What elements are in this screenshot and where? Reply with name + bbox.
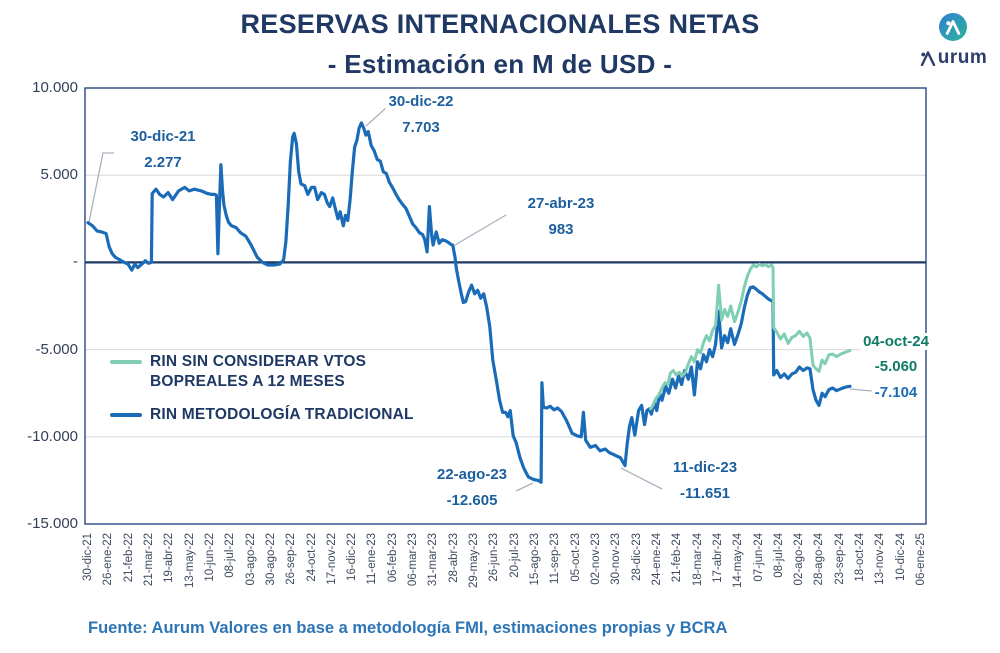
annotation-04-oct-24: -5.060 xyxy=(871,358,921,375)
x-tick-label: 02-ago-24 xyxy=(793,533,806,586)
annotation-22-ago-23: -12.605 xyxy=(443,492,501,509)
callout-line-04-oct-24 xyxy=(849,388,873,392)
x-tick-label: 05-oct-23 xyxy=(569,533,582,582)
x-tick-label: 24-ene-24 xyxy=(650,533,663,586)
aurum-wordmark: urum xyxy=(908,47,998,68)
callout-line-30-dic-22 xyxy=(365,107,387,127)
aurum-logo: urum xyxy=(908,5,998,73)
legend-item-rin-tradicional: RIN METODOLOGÍA TRADICIONAL xyxy=(110,405,414,425)
y-tick-label: -10.000 xyxy=(27,427,78,445)
source-note: Fuente: Aurum Valores en base a metodolo… xyxy=(88,619,728,637)
callout-line-30-dic-21 xyxy=(88,152,114,223)
x-tick-label: 18-mar-24 xyxy=(691,533,704,587)
annotation-11-dic-23: 11-dic-23 xyxy=(669,459,741,476)
x-tick-label: 24-oct-22 xyxy=(305,533,318,582)
x-tick-label: 26-jun-23 xyxy=(488,533,501,582)
x-tick-label: 10-jun-22 xyxy=(203,533,216,582)
x-tick-label: 02-nov-23 xyxy=(589,533,602,585)
chart-subtitle: - Estimación en M de USD - xyxy=(327,49,673,79)
x-tick-label: 21-feb-24 xyxy=(671,533,684,583)
y-tick-label: 5.000 xyxy=(40,166,78,184)
x-tick-label: 20-jul-23 xyxy=(508,533,521,578)
legend-label-line2: BOPREALES A 12 MESES xyxy=(150,372,345,390)
annotation-30-dic-22: 7.703 xyxy=(399,119,443,136)
legend-item-rin-sin-vtos: RIN SIN CONSIDERAR VTOS BOPREALES A 12 M… xyxy=(110,352,414,391)
x-tick-label: 13-nov-24 xyxy=(874,533,887,585)
brand-text: urum xyxy=(937,47,988,68)
annotation-30-dic-21: 2.277 xyxy=(141,154,185,171)
x-tick-label: 08-jul-22 xyxy=(224,533,237,578)
y-tick-label: -15.000 xyxy=(27,515,78,532)
x-tick-label: 06-ene-25 xyxy=(915,533,927,586)
x-tick-label: 28-dic-23 xyxy=(630,533,643,581)
x-tick-label: 11-ene-23 xyxy=(366,533,379,585)
x-tick-label: 16-dic-22 xyxy=(346,533,359,581)
x-tick-label: 21-mar-22 xyxy=(143,533,155,587)
x-tick-label: 07-jun-24 xyxy=(752,533,765,582)
x-tick-label: 26-ene-22 xyxy=(102,533,115,586)
x-tick-label: 28-ago-24 xyxy=(813,533,826,586)
legend-label-line1: RIN METODOLOGÍA TRADICIONAL xyxy=(150,406,414,424)
y-tick-label: 10.000 xyxy=(32,79,78,96)
aurum-a-glyph xyxy=(920,51,935,66)
x-tick-label: 30-dic-21 xyxy=(82,533,94,581)
series-line-rin-sin-vtos xyxy=(649,262,852,411)
annotation-22-ago-23: 22-ago-23 xyxy=(433,466,511,483)
x-tick-label: 08-jul-24 xyxy=(772,533,785,578)
x-tick-label: 23-sep-24 xyxy=(833,533,846,585)
x-tick-label: 14-may-24 xyxy=(732,533,745,588)
legend: RIN SIN CONSIDERAR VTOS BOPREALES A 12 M… xyxy=(110,352,414,425)
x-tick-label: 30-ago-22 xyxy=(264,533,277,586)
annotation-04-oct-24: -7.104 xyxy=(871,384,921,401)
annotation-27-abr-23: 983 xyxy=(545,221,577,238)
callout-line-11-dic-23 xyxy=(620,467,663,490)
plot-border xyxy=(84,87,927,525)
series-line-rin-tradicional xyxy=(86,121,852,484)
x-tick-label: 21-feb-22 xyxy=(122,533,135,583)
x-tick-label: 03-ago-22 xyxy=(244,533,257,586)
x-tick-label: 29-may-23 xyxy=(468,533,480,588)
aurum-logo-icon xyxy=(939,13,967,41)
annotation-30-dic-22: 30-dic-22 xyxy=(385,93,457,110)
x-tick-label: 15-ago-23 xyxy=(529,533,541,586)
annotation-30-dic-21: 30-dic-21 xyxy=(127,128,199,145)
x-tick-label: 06-feb-23 xyxy=(386,533,399,583)
x-tick-label: 13-may-22 xyxy=(183,533,196,588)
chart-title: RESERVAS INTERNACIONALES NETAS xyxy=(240,9,760,39)
x-tick-label: 19-abr-22 xyxy=(163,533,176,583)
x-tick-label: 26-sep-22 xyxy=(285,533,298,585)
x-tick-label: 10-dic-24 xyxy=(894,533,907,581)
x-tick-label: 06-mar-23 xyxy=(407,533,420,587)
y-tick-label: - xyxy=(73,253,78,271)
x-tick-label: 11-sep-23 xyxy=(549,533,562,584)
annotation-11-dic-23: -11.651 xyxy=(676,485,734,502)
legend-swatch-blue xyxy=(110,413,142,418)
annotation-27-abr-23: 27-abr-23 xyxy=(524,195,598,212)
x-tick-label: 18-oct-24 xyxy=(854,533,866,582)
annotation-04-oct-24: 04-oct-24 xyxy=(860,333,932,350)
x-tick-label: 17-abr-24 xyxy=(711,533,724,583)
callout-line-22-ago-23 xyxy=(515,482,534,492)
legend-label-line1: RIN SIN CONSIDERAR VTOS xyxy=(150,353,367,370)
x-tick-label: 28-abr-23 xyxy=(447,533,460,583)
callout-line-27-abr-23 xyxy=(454,214,507,246)
x-tick-label: 31-mar-23 xyxy=(427,533,440,587)
x-tick-label: 17-nov-22 xyxy=(325,533,338,585)
x-tick-label: 30-nov-23 xyxy=(610,533,623,585)
y-tick-label: -5.000 xyxy=(35,340,78,358)
legend-swatch-teal xyxy=(110,360,142,364)
